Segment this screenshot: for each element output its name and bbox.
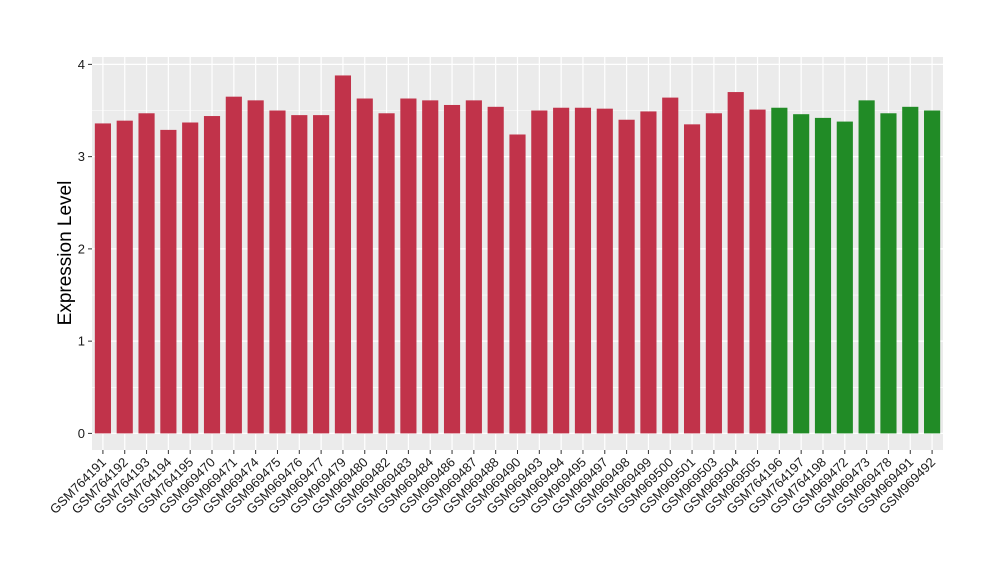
bar — [531, 110, 548, 434]
bar — [574, 107, 592, 434]
bar — [793, 114, 810, 434]
x-axis: GSM764191GSM764192GSM764193GSM764194GSM7… — [47, 450, 938, 517]
bar — [596, 108, 613, 434]
bar — [160, 129, 177, 434]
bar — [814, 117, 832, 434]
bar — [182, 122, 199, 434]
bar — [858, 100, 875, 434]
y-tick-label: 3 — [78, 149, 85, 164]
bar — [443, 104, 461, 434]
bar — [422, 100, 439, 434]
bar — [880, 113, 897, 434]
bar — [313, 115, 330, 434]
bar — [291, 115, 308, 434]
bar — [836, 121, 853, 434]
bar — [553, 107, 570, 434]
bar — [247, 100, 264, 434]
bars — [94, 75, 941, 434]
y-tick-label: 0 — [78, 426, 85, 441]
bar — [203, 116, 221, 434]
bar — [400, 98, 417, 434]
bar — [640, 111, 657, 434]
bar — [924, 110, 941, 434]
bar — [771, 107, 788, 434]
bar — [269, 110, 286, 434]
bar — [727, 92, 744, 434]
bar — [902, 106, 919, 434]
bar — [749, 109, 766, 434]
bar — [683, 124, 701, 434]
bar — [225, 96, 242, 434]
bar — [705, 113, 722, 434]
bar — [487, 106, 504, 434]
y-axis-title: Expression Level — [55, 181, 76, 326]
bar — [334, 75, 352, 434]
y-tick-label: 1 — [78, 334, 85, 349]
bar — [378, 113, 395, 434]
y-axis: 0 1 2 3 4 — [78, 57, 92, 441]
y-tick-label: 2 — [78, 241, 85, 256]
bar — [618, 119, 635, 434]
bar — [662, 97, 679, 434]
bar — [94, 123, 111, 434]
bar — [356, 98, 373, 434]
bar — [465, 100, 482, 434]
bar — [509, 134, 526, 434]
bar — [116, 120, 133, 434]
y-tick-label: 4 — [78, 57, 85, 72]
bar — [138, 113, 155, 434]
